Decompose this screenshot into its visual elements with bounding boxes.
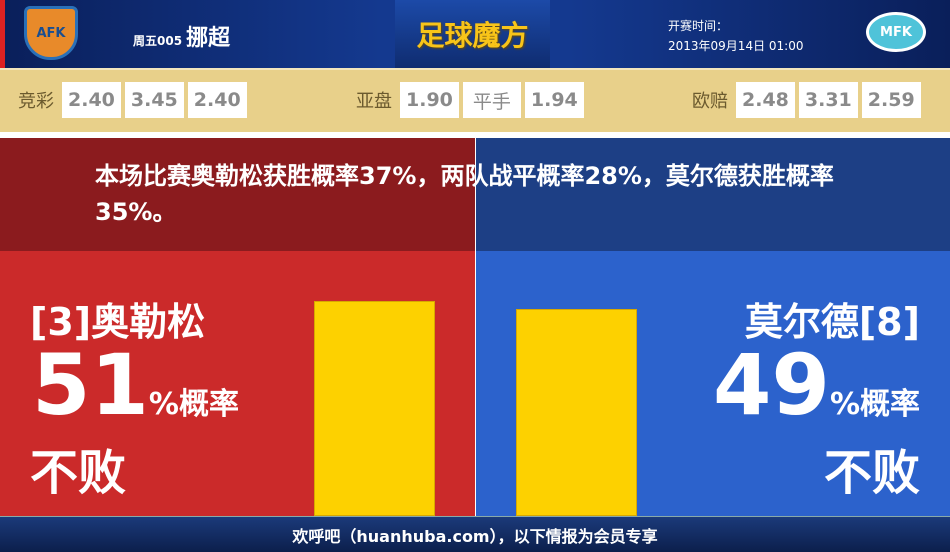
summary-bg-home xyxy=(0,138,475,251)
away-team-logo: MFK xyxy=(866,12,926,52)
accent-bar xyxy=(0,0,5,68)
odds-value: 2.40 xyxy=(62,82,121,118)
away-percent: 49 %概率 xyxy=(713,343,920,427)
odds-value: 3.31 xyxy=(798,82,858,118)
kickoff-label: 开赛时间： xyxy=(668,19,729,33)
odds-value: 2.40 xyxy=(187,82,247,118)
away-result-label: 不败 xyxy=(823,445,920,501)
kickoff-info: 开赛时间： 2013年09月14日 01:00 xyxy=(668,16,803,56)
probability-summary: 本场比赛奥勒松获胜概率37%，两队战平概率28%，莫尔德获胜概率35%。 xyxy=(95,162,834,226)
odds-value: 2.48 xyxy=(736,82,795,118)
away-percent-value: 49 xyxy=(713,336,830,434)
home-percent-unit: %概率 xyxy=(148,387,239,422)
home-percent-value: 51 xyxy=(32,336,149,434)
away-probability-bar xyxy=(516,309,637,516)
odds-value: 3.45 xyxy=(124,82,184,118)
league-info: 周五005 挪超 xyxy=(133,20,230,52)
match-code: 周五005 xyxy=(133,34,183,48)
odds-value: 平手 xyxy=(462,82,521,118)
away-team-name: 莫尔德[8] xyxy=(744,300,920,344)
away-panel: 莫尔德[8] 49 %概率 不败 xyxy=(476,251,950,516)
home-percent: 51 %概率 xyxy=(32,343,239,427)
odds-bar: 竞彩 2.40 3.45 2.40 亚盘 1.90 平手 1.94 欧赔 2.4… xyxy=(0,68,950,132)
odds-value: 1.90 xyxy=(400,82,459,118)
kickoff-time: 2013年09月14日 01:00 xyxy=(668,39,804,53)
away-percent-unit: %概率 xyxy=(829,387,920,422)
footer-notice: 欢呼吧（huanhuba.com），以下情报为会员专享 xyxy=(0,516,950,552)
home-result-label: 不败 xyxy=(30,445,127,501)
odds-jingcai: 竞彩 2.40 3.45 2.40 xyxy=(18,82,247,118)
league-name: 挪超 xyxy=(186,26,231,51)
odds-label: 竞彩 xyxy=(18,91,54,112)
home-panel: [3]奥勒松 51 %概率 不败 xyxy=(0,251,475,516)
brand-logo: 足球魔方 xyxy=(395,0,550,68)
home-team-logo: AFK xyxy=(24,6,78,60)
home-team-name: [3]奥勒松 xyxy=(30,300,206,344)
home-probability-bar xyxy=(314,300,435,516)
summary-bg-away xyxy=(476,138,950,251)
odds-oupei: 欧赔 2.48 3.31 2.59 xyxy=(692,82,921,118)
match-header: AFK 周五005 挪超 足球魔方 开赛时间： 2013年09月14日 01:00… xyxy=(0,0,950,68)
odds-yapan: 亚盘 1.90 平手 1.94 xyxy=(356,82,584,118)
odds-label: 亚盘 xyxy=(356,91,392,112)
odds-value: 2.59 xyxy=(861,82,921,118)
odds-value: 1.94 xyxy=(524,82,584,118)
odds-label: 欧赔 xyxy=(692,91,728,112)
